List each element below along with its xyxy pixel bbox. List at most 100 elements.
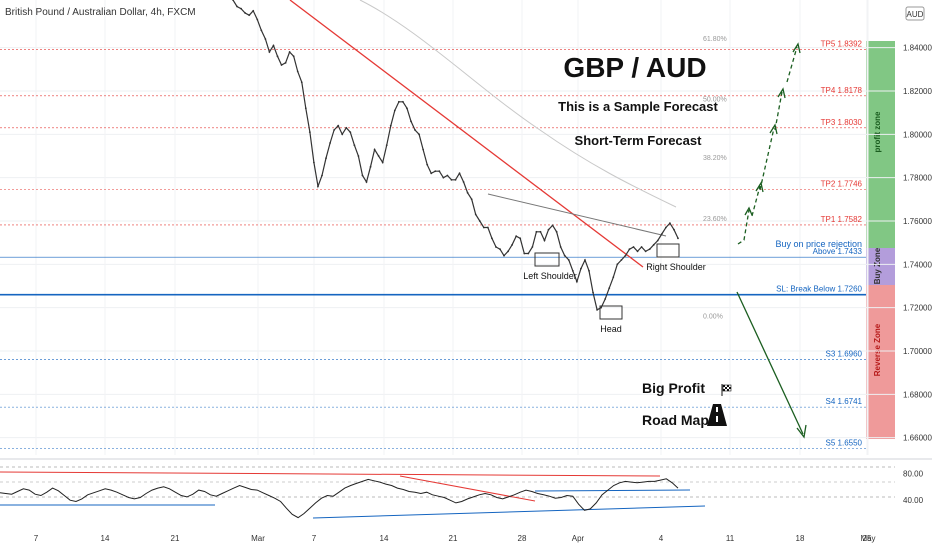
osc-red-trend-2	[399, 475, 536, 502]
price-point	[406, 107, 408, 110]
price-point	[252, 9, 255, 12]
price-point	[272, 44, 275, 47]
price-point	[656, 239, 659, 242]
downtrend-line	[289, 0, 644, 268]
price-point	[422, 148, 425, 151]
levels-layer: TP5 1.8392 TP4 1.8178 TP3 1.8030 TP2 1.7746…	[0, 39, 866, 449]
price-point	[499, 248, 501, 251]
chart-title: British Pound / Australian Dollar, 4h, F…	[5, 7, 196, 18]
grid-layer	[0, 0, 895, 455]
osc-y-tick-label: 80.00	[903, 469, 924, 478]
price-point	[519, 237, 522, 240]
forecast-title: GBP / AUD	[563, 52, 706, 83]
price-point	[555, 230, 558, 233]
price-point	[503, 254, 505, 257]
head-box	[599, 305, 623, 320]
price-point	[434, 170, 437, 173]
x-tick-label: 21	[449, 534, 458, 543]
price-point	[402, 100, 404, 103]
price-point	[543, 239, 546, 242]
price-point	[236, 5, 238, 8]
price-point	[575, 280, 578, 283]
level-label: TP1 1.7582	[821, 215, 863, 224]
reverse-arrow-head	[796, 424, 807, 439]
price-point	[389, 124, 392, 127]
price-point	[280, 64, 283, 66]
price-point	[446, 174, 449, 177]
x-tick-label: 7	[34, 534, 39, 543]
y-tick-label: 1.78000	[903, 174, 932, 183]
x-tick-label: 4	[659, 534, 664, 543]
level-label: TP3 1.8030	[821, 118, 863, 127]
price-layer	[232, 0, 679, 311]
price-point	[381, 161, 384, 164]
price-point	[397, 100, 400, 103]
price-point	[535, 230, 538, 233]
price-point	[466, 191, 469, 194]
price-point	[377, 155, 380, 157]
level-label: Above 1.7433	[813, 247, 863, 256]
buy-zone-label: Buy Zone	[873, 247, 882, 284]
price-point	[604, 298, 607, 300]
y-tick-label: 1.76000	[903, 217, 932, 226]
price-point	[300, 81, 303, 84]
price-point	[624, 254, 627, 257]
fib-label: 61.80%	[703, 36, 727, 43]
price-point	[474, 213, 477, 216]
price-point	[349, 131, 352, 134]
price-point	[365, 181, 368, 183]
price-point	[640, 246, 643, 248]
pattern-layer: Left Shoulder Head Right Shoulder	[523, 243, 706, 334]
price-point	[329, 142, 331, 144]
price-point	[442, 176, 445, 179]
y-tick-label: 1.68000	[903, 390, 932, 399]
price-point	[284, 61, 287, 64]
price-series-line	[232, 0, 679, 311]
price-point	[507, 250, 509, 253]
price-point	[308, 131, 311, 134]
osc-red-trend-1	[0, 471, 661, 477]
currency-badge-label: AUD	[907, 10, 924, 19]
price-point	[592, 291, 594, 294]
price-point	[321, 174, 323, 177]
price-point	[450, 178, 453, 181]
x-tick-label: 14	[101, 534, 110, 543]
forecast-arrow-5	[786, 46, 798, 83]
buy-zone	[866, 248, 895, 285]
price-axis: 1.84000 1.82000 1.80000 1.78000 1.76000 1.740…	[903, 44, 932, 443]
drawn-lines-layer	[289, 0, 677, 268]
forecast-arrow-3	[759, 127, 775, 191]
forecast-arrow-5-head	[792, 42, 801, 54]
price-point	[628, 248, 631, 251]
price-point	[660, 233, 663, 235]
price-point	[341, 133, 344, 136]
price-point	[527, 252, 530, 255]
price-point	[677, 237, 679, 240]
price-point	[491, 237, 493, 240]
road-icon	[707, 404, 727, 426]
x-tick-label: 7	[312, 534, 317, 543]
price-point	[636, 250, 639, 253]
forecast-term: Short-Term Forecast	[575, 133, 703, 148]
level-label: TP2 1.7746	[821, 179, 863, 188]
x-tick-label: 14	[380, 534, 389, 543]
price-point	[652, 243, 655, 246]
big-profit-label: Big Profit	[642, 380, 705, 396]
y-tick-label: 1.82000	[903, 87, 932, 96]
price-point	[288, 51, 291, 53]
price-point	[669, 222, 671, 225]
y-tick-label: 1.72000	[903, 304, 932, 313]
profit-zone-label: profit zone	[873, 111, 882, 152]
level-label: TP4 1.8178	[821, 86, 863, 95]
price-point	[357, 155, 360, 157]
checkered-flag-icon	[721, 384, 732, 396]
price-point	[304, 107, 307, 110]
currency-badge[interactable]	[905, 6, 925, 21]
price-point	[664, 226, 667, 229]
price-point	[353, 144, 356, 147]
price-point	[563, 254, 566, 257]
fib-label: 38.20%	[703, 155, 727, 162]
price-point	[264, 38, 267, 40]
